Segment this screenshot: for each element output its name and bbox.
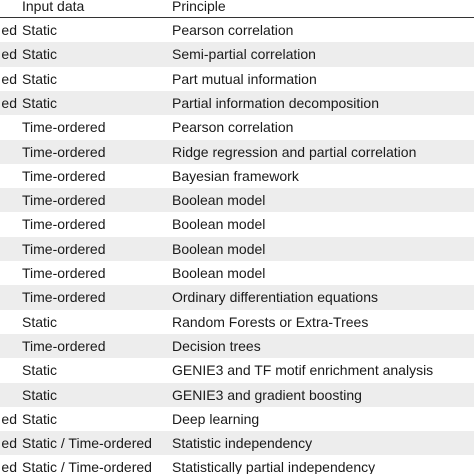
input-cell: Static / Time-ordered [22, 435, 152, 452]
principle-cell: Ridge regression and partial correlation [172, 143, 417, 160]
row-shade [0, 90, 474, 116]
row-shade [0, 42, 474, 67]
header-principle: Principle [172, 0, 226, 14]
principle-cell: Decision trees [172, 337, 261, 354]
input-cell: Static [22, 410, 58, 427]
input-cell: Time-ordered [22, 216, 106, 233]
header-input: Input data [22, 0, 85, 14]
principle-cell: Boolean model [172, 216, 266, 233]
input-cell: Static [22, 94, 58, 111]
principle-cell: Random Forests or Extra-Trees [172, 313, 369, 330]
input-cell: Static [22, 313, 58, 330]
row-shade [0, 382, 474, 407]
principle-cell: Boolean model [172, 240, 266, 257]
cut-cell: ed [1, 410, 17, 427]
row-shade [0, 285, 474, 310]
cut-cell: ed [1, 459, 17, 474]
cut-cell: ed [1, 22, 17, 38]
input-cell: Time-ordered [22, 192, 106, 209]
principle-cell: Partial information decomposition [172, 94, 379, 111]
cut-cell: ed [1, 46, 17, 63]
principle-cell: Pearson correlation [172, 119, 294, 136]
cut-cell: ed [1, 435, 17, 452]
principle-cell: GENIE3 and TF motif enrichment analysis [172, 362, 434, 379]
row-shade [0, 139, 474, 164]
cut-cell: ed [1, 94, 17, 111]
principle-cell: Boolean model [172, 265, 266, 281]
input-cell: Static [22, 386, 58, 403]
principle-cell: Statistically partial independency [172, 459, 376, 474]
principle-cell: Pearson correlation [172, 22, 294, 38]
input-cell: Time-ordered [22, 119, 106, 136]
header-rule [0, 17, 474, 18]
input-cell: Time-ordered [22, 265, 106, 281]
input-cell: Time-ordered [22, 167, 106, 184]
principle-cell: Bayesian framework [172, 167, 299, 184]
input-cell: Time-ordered [22, 240, 106, 257]
input-cell: Time-ordered [22, 337, 106, 354]
principle-cell: GENIE3 and gradient boosting [172, 386, 362, 403]
principle-cell: Ordinary differentiation equations [172, 289, 378, 306]
input-cell: Static [22, 22, 58, 38]
input-cell: Static [22, 46, 58, 63]
row-shade [0, 188, 474, 213]
row-shade [0, 333, 474, 359]
principle-cell: Statistic independency [172, 435, 313, 452]
row-shade [0, 431, 474, 456]
principle-cell: Deep learning [172, 410, 260, 427]
cut-cell: ed [1, 70, 17, 87]
input-cell: Time-ordered [22, 289, 106, 306]
input-cell: Time-ordered [22, 143, 106, 160]
input-cell: Static / Time-ordered [22, 459, 152, 474]
principle-cell: Semi-partial correlation [172, 46, 316, 63]
input-cell: Static [22, 362, 58, 379]
principle-cell: Boolean model [172, 192, 266, 209]
row-shade [0, 236, 474, 261]
input-cell: Static [22, 70, 58, 87]
principle-cell: Part mutual information [172, 70, 317, 87]
